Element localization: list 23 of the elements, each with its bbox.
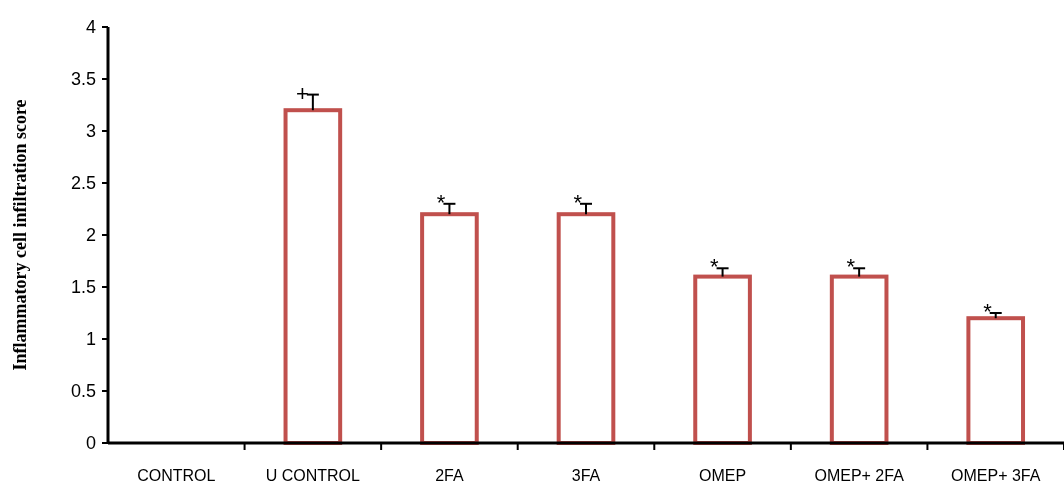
annotation: *	[710, 254, 720, 280]
y-tick-label: 1	[85, 329, 96, 350]
x-tick-label: U CONTROL	[265, 467, 361, 484]
y-tick-label: 2	[85, 225, 96, 246]
x-tick-label: OMEP	[699, 467, 747, 484]
y-tick-label: 1.5	[70, 277, 96, 298]
x-tick-label: OMEP+ 3FA	[951, 467, 1041, 484]
y-tick-label: 3.5	[70, 69, 96, 90]
x-tick-label: CONTROL	[137, 467, 216, 484]
y-axis-title: Inflammatory cell infiltration score	[10, 99, 30, 371]
annotation: +	[296, 80, 309, 106]
y-tick-label: 0	[85, 433, 96, 454]
x-tick-label: OMEP+ 2FA	[814, 467, 905, 484]
y-tick-label: 3	[85, 121, 96, 142]
annotation: *	[573, 189, 583, 215]
annotation: *	[983, 299, 993, 324]
y-tick-label: 4	[85, 17, 96, 38]
y-tick-label: 0.5	[70, 381, 96, 402]
x-tick-label: 2FA	[435, 467, 464, 484]
y-tick-label: 2.5	[70, 173, 96, 194]
annotation: *	[436, 189, 446, 215]
annotation: *	[846, 254, 856, 280]
x-tick-label: 3FA	[571, 467, 601, 484]
